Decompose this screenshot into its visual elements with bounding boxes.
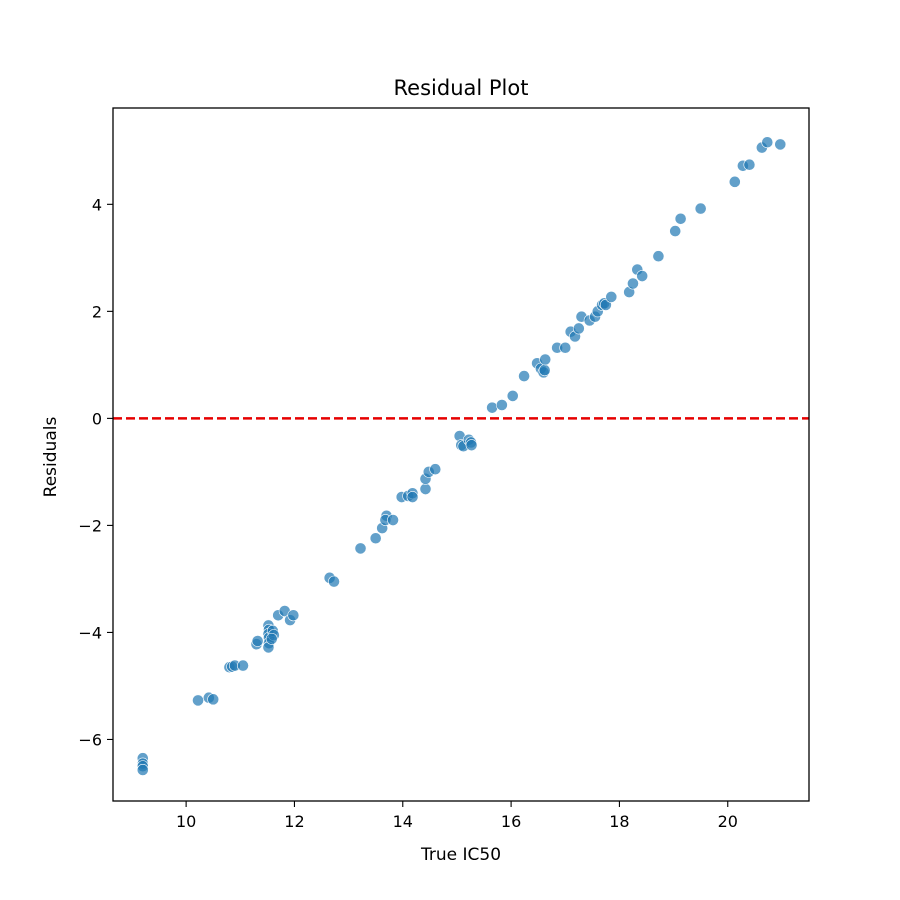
scatter-point	[518, 370, 530, 382]
scatter-point	[192, 694, 204, 707]
y-tick-label: 2	[92, 302, 102, 321]
scatter-point	[387, 514, 399, 526]
scatter-point	[728, 175, 741, 188]
scatter-point	[743, 158, 756, 171]
scatter-point	[287, 609, 300, 622]
scatter-point	[761, 136, 774, 149]
x-tick-label: 14	[393, 812, 413, 831]
plot-area	[113, 136, 809, 776]
scatter-point	[694, 202, 707, 215]
x-axis: 10 12 14 16 18 20	[176, 801, 738, 831]
x-axis-label: True IC50	[420, 845, 501, 865]
x-tick-label: 16	[501, 812, 521, 831]
y-tick-label: −4	[78, 623, 102, 642]
scatter-point	[605, 290, 618, 303]
scatter-point	[572, 322, 585, 335]
scatter-point	[265, 632, 278, 645]
scatter-point	[652, 250, 665, 263]
scatter-point	[539, 353, 552, 366]
scatter-point	[538, 364, 551, 377]
scatter-point	[251, 635, 264, 647]
y-axis: −6 −4 −2 0 2 4	[78, 195, 113, 749]
y-axis-label: Residuals	[41, 417, 61, 498]
scatter-point	[486, 401, 499, 414]
x-tick-label: 18	[609, 812, 629, 831]
y-tick-label: −6	[78, 730, 102, 749]
scatter-point	[429, 463, 442, 476]
scatter-point	[465, 439, 478, 452]
scatter-point	[207, 693, 220, 706]
y-tick-label: 0	[92, 409, 102, 428]
scatter-point	[136, 764, 149, 776]
scatter-point	[636, 270, 649, 282]
scatter-point	[669, 225, 682, 237]
x-tick-label: 10	[176, 812, 196, 831]
scatter-point	[328, 575, 340, 588]
axes-frame	[112, 107, 810, 802]
scatter-point	[674, 212, 687, 225]
y-tick-label: −2	[78, 516, 102, 535]
scatter-point	[774, 138, 787, 151]
x-tick-label: 12	[284, 812, 304, 831]
scatter-point	[419, 483, 432, 495]
scatter-point	[354, 542, 367, 555]
scatter-point	[495, 399, 508, 411]
scatter-point	[559, 341, 572, 354]
chart-title: Residual Plot	[394, 76, 529, 100]
x-tick-label: 20	[718, 812, 738, 831]
scatter-point	[506, 389, 519, 402]
y-tick-label: 4	[92, 195, 102, 214]
scatter-point	[406, 491, 419, 503]
scatter-point	[237, 659, 249, 672]
scatter-point	[627, 277, 639, 290]
scatter-point	[369, 532, 382, 545]
